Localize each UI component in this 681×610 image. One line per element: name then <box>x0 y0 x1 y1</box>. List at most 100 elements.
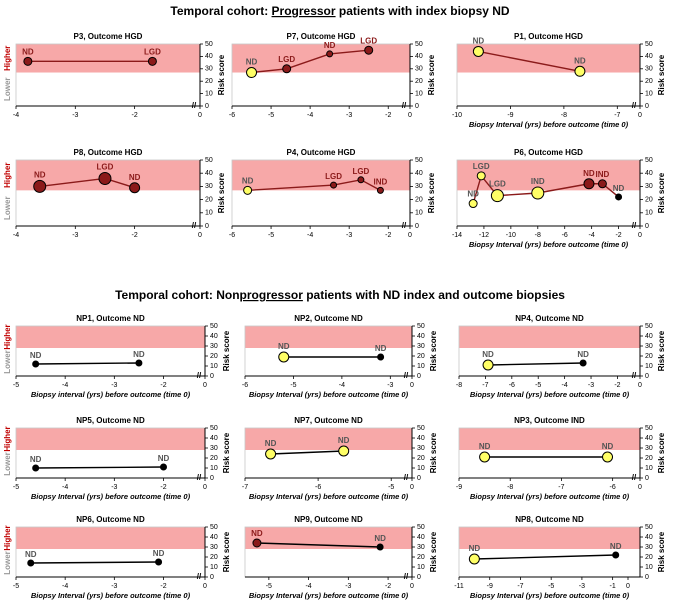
point-label: LGD <box>97 163 114 172</box>
data-point <box>282 64 292 74</box>
high-risk-band <box>245 326 412 348</box>
side-label: Lower <box>3 350 12 374</box>
point-label: LGD <box>473 162 490 171</box>
data-point <box>326 50 334 58</box>
point-label: ND <box>246 58 258 67</box>
point-label: ND <box>574 56 586 65</box>
y-tick-label: 0 <box>205 223 209 230</box>
y-tick-label: 10 <box>645 564 653 571</box>
x-tick-label: -3 <box>111 484 117 491</box>
y-tick-label: 20 <box>645 455 653 462</box>
x-tick-label: -4 <box>562 382 568 389</box>
y-tick-label: 20 <box>210 455 218 462</box>
y-tick-label: 50 <box>645 524 653 531</box>
y-tick-label: 20 <box>645 353 653 360</box>
high-risk-band <box>459 527 640 549</box>
x-tick-label: -8 <box>535 232 541 239</box>
data-point <box>147 56 157 66</box>
point-label: ND <box>158 454 170 463</box>
y-tick-label: 10 <box>210 465 218 472</box>
side-label: Higher <box>3 525 12 550</box>
y-tick-label: 20 <box>415 78 423 85</box>
y-tick-label: 30 <box>210 343 218 350</box>
x-tick-label: -2 <box>132 232 138 239</box>
x-tick-label: 0 <box>638 232 642 239</box>
x-tick-label: -9 <box>487 583 493 590</box>
x-tick-label: -4 <box>307 112 313 119</box>
x-axis-label: Biopsy Interval (yrs) before outcome (ti… <box>470 390 630 399</box>
data-point <box>376 186 384 194</box>
point-label: ND <box>30 351 42 360</box>
y-tick-label: 30 <box>205 66 213 73</box>
series-line <box>247 179 381 192</box>
x-tick-label: -4 <box>13 112 19 119</box>
y-axis-label: Risk score <box>222 330 231 371</box>
heading-part: Temporal cohort: <box>170 4 271 18</box>
series-line <box>474 554 616 560</box>
axis-break: // <box>632 371 637 380</box>
data-point <box>23 56 33 66</box>
x-tick-label: -11 <box>454 583 464 590</box>
x-tick-label: 0 <box>638 112 642 119</box>
data-point <box>357 176 365 184</box>
x-tick-label: -5 <box>268 112 274 119</box>
high-risk-band <box>457 44 640 73</box>
y-tick-label: 20 <box>417 455 425 462</box>
x-tick-label: -3 <box>387 382 393 389</box>
x-tick-label: -6 <box>242 382 248 389</box>
data-point <box>597 179 607 189</box>
axis-break: // <box>402 101 407 110</box>
data-point <box>579 359 587 367</box>
axis-break: // <box>632 101 637 110</box>
y-tick-label: 30 <box>205 183 213 190</box>
x-tick-label: -12 <box>479 232 489 239</box>
point-label: ND <box>467 190 479 199</box>
y-tick-label: 40 <box>415 170 423 177</box>
y-tick-label: 20 <box>205 196 213 203</box>
y-tick-label: 30 <box>210 445 218 452</box>
y-tick-label: 0 <box>645 475 649 482</box>
point-label: ND <box>34 171 46 180</box>
data-point <box>252 538 262 548</box>
y-tick-label: 10 <box>210 363 218 370</box>
y-tick-label: 50 <box>645 425 653 432</box>
y-tick-label: 0 <box>645 574 649 581</box>
y-tick-label: 40 <box>417 435 425 442</box>
y-tick-label: 0 <box>417 475 421 482</box>
y-tick-label: 50 <box>415 41 423 48</box>
side-label: Higher <box>3 46 12 71</box>
panel-title: NP7, Outcome ND <box>294 416 363 425</box>
x-tick-label: -4 <box>307 232 313 239</box>
point-label: ND <box>242 176 254 185</box>
y-tick-label: 50 <box>210 425 218 432</box>
high-risk-band <box>16 44 200 73</box>
axis-break: // <box>192 101 197 110</box>
point-label: ND <box>473 37 485 46</box>
x-tick-label: -4 <box>62 484 68 491</box>
y-axis-label: Risk score <box>222 432 231 473</box>
y-tick-label: 50 <box>645 323 653 330</box>
y-tick-label: 20 <box>210 353 218 360</box>
y-tick-label: 50 <box>417 524 425 531</box>
y-tick-label: 20 <box>415 196 423 203</box>
x-axis-label: Biopsy Interval (yrs) before outcome (ti… <box>469 240 629 249</box>
point-label: ND <box>583 169 595 178</box>
panel-title: NP2, Outcome ND <box>294 314 363 323</box>
series-line <box>251 49 369 74</box>
y-tick-label: 50 <box>205 157 213 164</box>
y-tick-label: 0 <box>645 373 649 380</box>
x-tick-label: -4 <box>305 583 311 590</box>
x-tick-label: -9 <box>507 112 513 119</box>
axis-break: // <box>632 473 637 482</box>
y-tick-label: 0 <box>415 223 419 230</box>
point-label: LGD <box>352 167 369 176</box>
y-axis-label: Risk score <box>427 54 436 95</box>
x-axis-label: Biopsy interval (yrs) before outcome (ti… <box>31 390 191 399</box>
panel-title: P4, Outcome HGD <box>287 148 356 157</box>
y-tick-label: 50 <box>645 41 653 48</box>
heading-part: patients with ND index and outcome biops… <box>303 288 565 302</box>
series-line <box>488 362 584 366</box>
panel-title: NP4, Outcome ND <box>515 314 584 323</box>
x-tick-label: 0 <box>203 484 207 491</box>
point-label: ND <box>153 549 165 558</box>
